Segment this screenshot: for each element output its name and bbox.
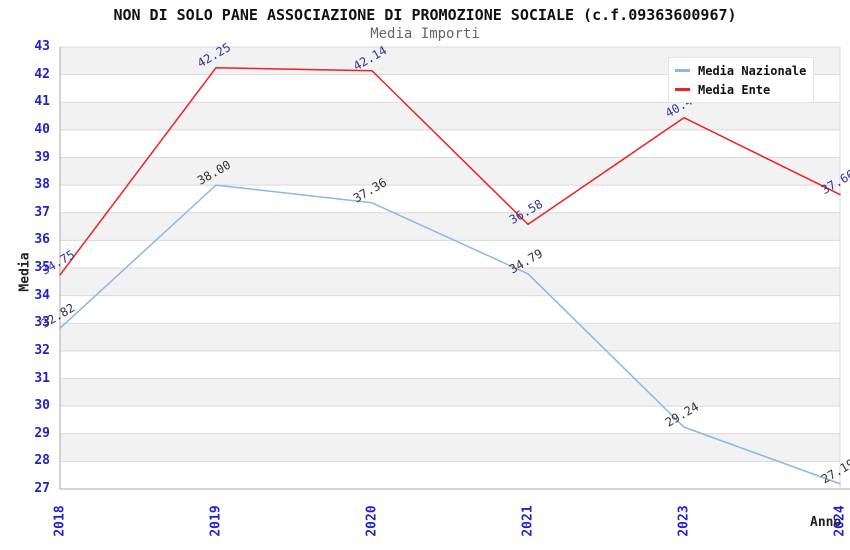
legend-swatch-media-ente bbox=[675, 88, 690, 91]
y-tick-label: 34 bbox=[34, 287, 50, 303]
y-tick-label: 40 bbox=[34, 121, 50, 137]
legend-label-media-nazionale: Media Nazionale bbox=[698, 63, 807, 78]
y-axis-title: Media bbox=[17, 252, 33, 292]
x-axis-title: Anno bbox=[810, 515, 842, 530]
plot-band bbox=[60, 350, 840, 379]
plot-band bbox=[60, 185, 840, 213]
y-tick-label: 42 bbox=[34, 66, 50, 82]
y-tick-label: 32 bbox=[34, 342, 50, 358]
series-line-media-nazionale bbox=[59, 184, 841, 485]
series-line-media-ente bbox=[59, 66, 841, 276]
y-tick-label: 39 bbox=[34, 149, 50, 165]
plot-band bbox=[60, 212, 840, 241]
y-tick-label: 33 bbox=[34, 315, 50, 331]
y-tick-label: 30 bbox=[34, 398, 50, 414]
x-tick-label: 2018 bbox=[52, 505, 68, 537]
y-tick-label: 38 bbox=[34, 177, 50, 193]
plot-band bbox=[60, 378, 840, 407]
chart-subtitle: Media Importi bbox=[370, 26, 480, 42]
legend-item-media-nazionale: Media Nazionale bbox=[675, 61, 807, 80]
plot-band bbox=[60, 157, 840, 186]
x-tick-label: 2023 bbox=[676, 505, 692, 537]
x-tick-label: 2021 bbox=[520, 505, 536, 537]
x-tick-label: 2019 bbox=[208, 505, 224, 537]
plot-band bbox=[60, 295, 840, 324]
x-tick-label: 2020 bbox=[364, 505, 380, 537]
y-tick-label: 37 bbox=[34, 204, 50, 220]
plot-band bbox=[60, 268, 840, 296]
y-tick-label: 41 bbox=[34, 94, 50, 110]
plot-band bbox=[60, 102, 840, 130]
plot-band bbox=[60, 240, 840, 268]
plot-band bbox=[60, 461, 840, 489]
plot-band bbox=[60, 323, 840, 351]
legend: Media Nazionale Media Ente bbox=[668, 57, 814, 103]
plot-band bbox=[60, 433, 840, 462]
legend-swatch-media-nazionale bbox=[675, 69, 690, 72]
y-tick-label: 35 bbox=[34, 260, 50, 275]
legend-item-media-ente: Media Ente bbox=[675, 80, 807, 99]
y-tick-label: 36 bbox=[34, 232, 50, 248]
y-tick-label: 27 bbox=[34, 481, 50, 496]
y-tick-label: 43 bbox=[34, 39, 50, 54]
plot-band bbox=[60, 406, 840, 434]
legend-label-media-ente: Media Ente bbox=[698, 82, 771, 97]
y-tick-label: 29 bbox=[34, 425, 50, 441]
y-tick-label: 28 bbox=[34, 453, 50, 469]
chart-title: NON DI SOLO PANE ASSOCIAZIONE DI PROMOZI… bbox=[113, 6, 737, 24]
plot-band bbox=[60, 129, 840, 158]
y-tick-label: 31 bbox=[34, 370, 50, 386]
